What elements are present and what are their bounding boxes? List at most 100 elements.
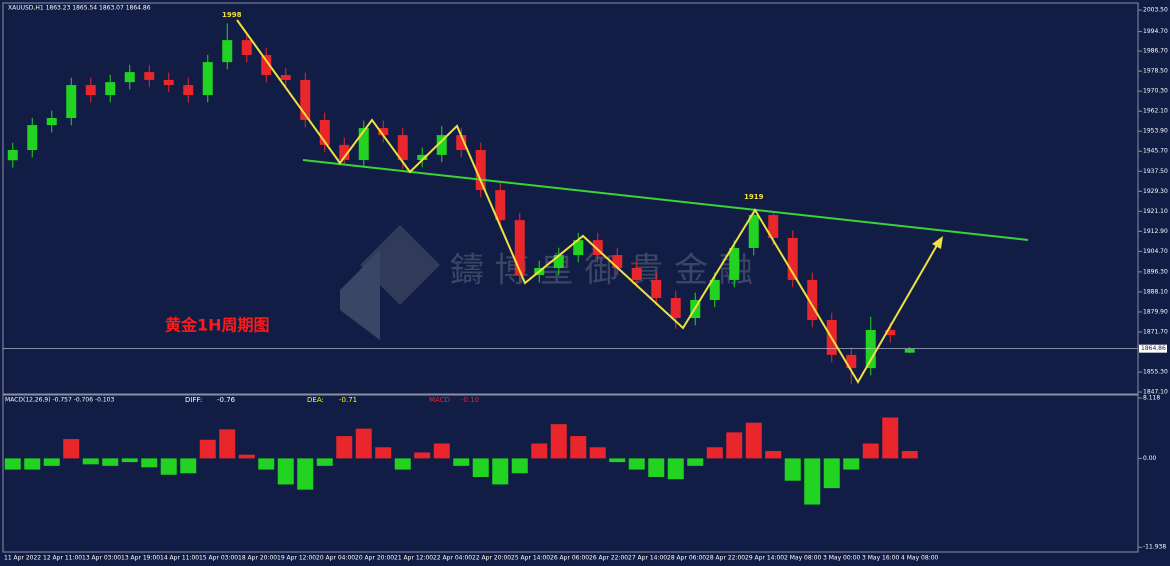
- macd-bar: [862, 443, 879, 459]
- legend-value: -0.10: [461, 396, 479, 404]
- macd-bar: [531, 443, 548, 459]
- zigzag: [236, 19, 941, 384]
- y-tick-label: 1871.70: [1143, 328, 1168, 335]
- price-panel: [2, 2, 1139, 395]
- x-tick-label: 20 Apr 04:00: [316, 555, 355, 562]
- candle-body: [105, 82, 116, 96]
- macd-bar: [4, 458, 21, 470]
- macd-bar: [355, 428, 372, 459]
- macd-bar: [102, 458, 119, 466]
- y-tick-label: 1904.70: [1143, 248, 1168, 255]
- macd-bar: [492, 458, 509, 485]
- macd-bar: [141, 458, 158, 468]
- trend-line: [302, 159, 1029, 241]
- macd-bar: [82, 458, 99, 465]
- macd-bar: [121, 458, 138, 463]
- candle-body: [768, 214, 779, 238]
- macd-bar: [160, 458, 177, 475]
- macd-bar: [453, 458, 470, 466]
- y-tick-label: 1896.30: [1143, 268, 1168, 275]
- candle-body: [787, 237, 798, 280]
- y-tick-label: 1945.70: [1143, 148, 1168, 155]
- macd-panel: [2, 394, 1139, 553]
- x-tick-label: 11 Apr 2022: [4, 555, 41, 562]
- macd-bar: [745, 422, 762, 459]
- y-tick-label: 1953.90: [1143, 128, 1168, 135]
- x-tick-label: 3 May 00:00: [823, 555, 861, 562]
- macd-bar: [336, 436, 353, 459]
- x-tick-label: 3 May 16:00: [862, 555, 900, 562]
- candle-body: [495, 190, 506, 221]
- x-tick-label: 19 Apr 12:00: [277, 555, 316, 562]
- price-tag-box: [1139, 344, 1167, 353]
- y-tick-label: 8.118: [1143, 394, 1160, 401]
- macd-bar: [550, 424, 567, 459]
- y-tick-label: 1855.30: [1143, 369, 1168, 376]
- annotation: 1998: [222, 11, 242, 19]
- macd-title: MACD(12,26,9) -0.757 -0.706 -0.103: [5, 397, 114, 404]
- macd-bar: [804, 458, 821, 505]
- macd-bar: [375, 447, 392, 459]
- candle-body: [241, 40, 252, 56]
- macd-bar: [199, 439, 216, 459]
- price-tag: 1864.86: [1141, 345, 1166, 352]
- candle-body: [865, 330, 876, 369]
- macd-bar: [570, 436, 587, 459]
- candle-body: [7, 150, 18, 161]
- macd-bar: [258, 458, 275, 470]
- plot: 2003.50 1994.70 1986.70 1978.50 1970.30 1962.…: [3, 7, 1168, 562]
- legend-value: -0.71: [339, 396, 357, 404]
- header: XAUUSD,H1 1863.23 1865.54 1863.07 1864.8…: [8, 5, 151, 12]
- macd-bar: [882, 417, 899, 459]
- y-tick-label: 1921.10: [1143, 208, 1168, 215]
- macd-bar: [297, 458, 314, 490]
- x-tick-label: 20 Apr 20:00: [355, 555, 394, 562]
- x-tick-label: 28 Apr 22:00: [706, 555, 745, 562]
- candle-body: [670, 298, 681, 319]
- y-tick-label: 1978.50: [1143, 68, 1168, 75]
- candle-body: [261, 55, 272, 76]
- y-tick-label: 1929.30: [1143, 188, 1168, 195]
- x-tick-label: 26 Apr 22:00: [589, 555, 628, 562]
- legend-name: MACD: [429, 396, 450, 404]
- y-tick-label: 1888.10: [1143, 288, 1168, 295]
- candle-body: [456, 135, 467, 151]
- macd-bar: [316, 458, 333, 466]
- candle-body: [631, 267, 642, 280]
- macd-bar: [43, 458, 60, 466]
- y-tick-label: 2003.50: [1143, 7, 1168, 14]
- x-tick-label: 13 Apr 03:00: [82, 555, 121, 562]
- candle-body: [514, 220, 525, 276]
- candle-body: [885, 330, 896, 336]
- candle-body: [651, 279, 662, 299]
- x-tick-label: 22 Apr 20:00: [472, 555, 511, 562]
- macd-bar: [628, 458, 645, 470]
- candle-body: [612, 255, 623, 268]
- x-tick-label: 12 Apr 11:00: [43, 555, 82, 562]
- macd-bar: [277, 458, 294, 485]
- candle-body: [202, 62, 213, 96]
- x-tick-label: 27 Apr 14:00: [628, 555, 667, 562]
- candle-body: [748, 214, 759, 248]
- x-tick-label: 21 Apr 12:00: [394, 555, 433, 562]
- candle-body: [807, 279, 818, 321]
- candle-body: [183, 85, 194, 96]
- macd-bar: [394, 458, 411, 470]
- candle-body: [163, 79, 174, 86]
- macd-bar: [180, 458, 197, 474]
- y-tick-label: 1847.10: [1143, 389, 1168, 396]
- x-tick-label: 2 May 08:00: [784, 555, 822, 562]
- y-tick-label: 1986.70: [1143, 48, 1168, 55]
- macd-bar: [589, 447, 606, 459]
- candle-body: [378, 128, 389, 136]
- candle-body: [144, 72, 155, 80]
- candle-body: [397, 135, 408, 161]
- x-tick-label: 29 Apr 14:00: [745, 555, 784, 562]
- candle-body: [319, 119, 330, 145]
- legend-name: DIFF:: [185, 396, 202, 404]
- macd-bar: [63, 439, 80, 459]
- macd-bar: [784, 458, 801, 481]
- candle-body: [124, 72, 135, 83]
- candle-body: [904, 348, 915, 353]
- macd-bar: [823, 458, 840, 489]
